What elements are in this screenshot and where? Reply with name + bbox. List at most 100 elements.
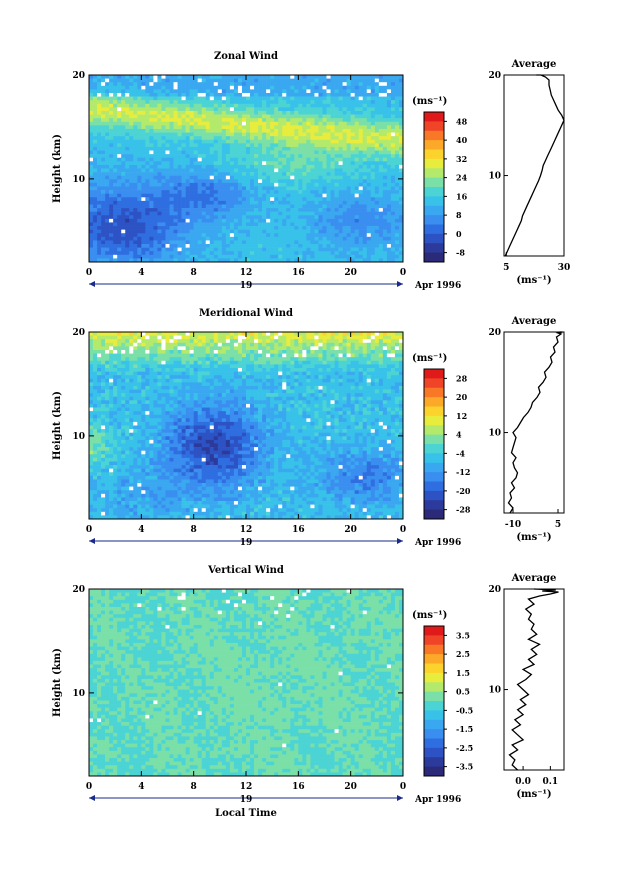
date-center-label: 19	[240, 538, 253, 548]
colorbar-swatch	[424, 654, 444, 664]
colorbar-tick-label: 20	[456, 392, 468, 402]
colorbar-tick-label: 4	[456, 430, 462, 440]
colorbar-frame	[423, 625, 445, 777]
panel-vertical-wind: Vertical Wind 20 10 Height (km) 0 4 8 12 16 20 0 19…	[52, 565, 565, 819]
y-tick-label: 20	[72, 585, 85, 595]
colorbar-swatch	[424, 387, 444, 398]
profile-y-tick-label: 10	[488, 172, 501, 182]
profile-y-tick-label: 20	[488, 585, 501, 595]
colorbar-tick-label: 16	[456, 191, 468, 201]
colorbar-swatch	[424, 378, 444, 389]
y-tick-label: 20	[72, 71, 85, 81]
heatmap-cells	[89, 589, 404, 777]
profile-x-tick-label: 5	[555, 520, 561, 530]
colorbar-swatch	[424, 481, 444, 492]
x-tick-label: 0	[400, 782, 406, 792]
colorbar-swatch	[424, 233, 444, 244]
date-arrow-right	[397, 281, 403, 287]
profile-x-label: (ms⁻¹)	[516, 532, 551, 543]
profile-x-tick-label: 30	[558, 263, 571, 273]
colorbar-swatch	[424, 663, 444, 674]
heatmap-cells	[89, 75, 404, 263]
colorbar-swatch	[424, 224, 444, 235]
profile-frame	[503, 331, 565, 514]
panel-meridional-wind: Meridional Wind 20 10 Height (km) 0 4 8 12 16 20 0…	[52, 308, 565, 548]
profile-y-tick-label: 20	[488, 71, 501, 81]
x-tick-label: 4	[138, 268, 144, 278]
colorbar-frame	[423, 111, 445, 263]
colorbar-swatch	[424, 747, 444, 758]
colorbar-tick-label: 3.5	[456, 630, 470, 640]
date-arrow-left	[89, 538, 95, 544]
colorbar-swatch	[424, 215, 444, 225]
x-tick-label: 0	[400, 525, 406, 535]
colorbar-tick-label: 24	[456, 173, 468, 183]
colorbar-swatch	[424, 168, 444, 179]
colorbar-tick-label: 0	[456, 229, 462, 239]
x-tick-label: 20	[344, 525, 357, 535]
x-tick-label: 4	[138, 782, 144, 792]
profile-line	[507, 331, 563, 514]
colorbar-tick-label: 28	[456, 373, 468, 383]
y-axis-label: Height (km)	[52, 134, 63, 203]
colorbar-swatch	[424, 425, 444, 436]
colorbar-swatch	[424, 406, 444, 417]
date-center-label: 19	[240, 795, 253, 805]
x-tick-label: 20	[344, 268, 357, 278]
colorbar-tick-label: 8	[456, 210, 462, 220]
colorbar-swatch	[424, 252, 444, 263]
colorbar-tick-label: -1.5	[456, 724, 473, 734]
y-axis-label: Height (km)	[52, 648, 63, 717]
y-tick-label: 10	[72, 689, 85, 699]
colorbar-swatch	[424, 757, 444, 768]
x-tick-label: 16	[292, 782, 305, 792]
x-tick-label: 0	[400, 268, 406, 278]
y-axis-label: Height (km)	[52, 391, 63, 460]
x-tick-label: 12	[240, 525, 253, 535]
colorbar-tick-label: 2.5	[456, 649, 470, 659]
date-right-label: Apr 1996	[414, 538, 461, 548]
y-tick-label: 20	[72, 328, 85, 338]
profile-title: Average	[511, 573, 557, 584]
colorbar-swatch	[424, 243, 444, 254]
date-arrow-left	[89, 795, 95, 801]
colorbar-swatch	[424, 509, 444, 520]
profile-frame	[503, 74, 565, 257]
colorbar-swatch	[424, 462, 444, 473]
colorbar-swatch	[424, 112, 444, 122]
colorbar-swatch	[424, 626, 444, 636]
profile-y-tick-label: 20	[488, 328, 501, 338]
colorbar-swatch	[424, 444, 444, 454]
colorbar-swatch	[424, 177, 444, 188]
panel-title: Vertical Wind	[207, 565, 284, 576]
profile-frame	[503, 588, 565, 771]
x-tick-label: 16	[292, 525, 305, 535]
x-tick-label: 8	[191, 268, 197, 278]
colorbar-swatch	[424, 729, 444, 739]
colorbar-units: (ms⁻¹)	[412, 96, 447, 107]
panel-title: Zonal Wind	[214, 51, 278, 62]
date-right-label: Apr 1996	[414, 795, 461, 805]
profile-y-tick-label: 10	[488, 686, 501, 696]
colorbar-tick-label: 40	[456, 135, 468, 145]
x-tick-label: 0	[86, 525, 92, 535]
colorbar-swatch	[424, 691, 444, 702]
colorbar-swatch	[424, 187, 444, 197]
x-tick-label: 0	[86, 782, 92, 792]
colorbar-tick-label: -12	[456, 467, 470, 477]
colorbar-swatch	[424, 490, 444, 501]
colorbar-tick-label: -8	[456, 248, 465, 258]
date-center-label: 19	[240, 281, 253, 291]
x-tick-label: 0	[86, 268, 92, 278]
colorbar-tick-label: 0.5	[456, 687, 470, 697]
colorbar-units: (ms⁻¹)	[412, 610, 447, 621]
colorbar-swatch	[424, 719, 444, 730]
colorbar-tick-label: 12	[456, 411, 467, 421]
colorbar-swatch	[424, 397, 444, 407]
colorbar-swatch	[424, 434, 444, 445]
colorbar-tick-label: -20	[456, 486, 471, 496]
colorbar-swatch	[424, 710, 444, 721]
colorbar-swatch	[424, 701, 444, 711]
colorbar-swatch	[424, 635, 444, 646]
